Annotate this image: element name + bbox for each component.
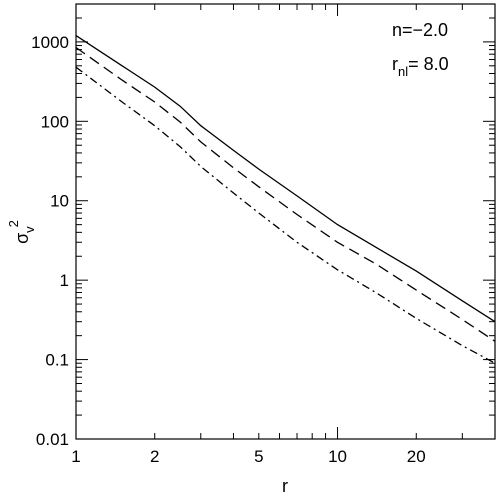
y-tick-label: 10: [50, 192, 69, 211]
annotation-rnl: rnl= 8.0: [392, 54, 449, 79]
y-axis-label-sup: 2: [6, 220, 21, 227]
x-axis-label: r: [282, 476, 288, 496]
x-tick-labels: 1 2 5 10 20: [71, 447, 425, 466]
annotation-rnl-value: = 8.0: [408, 54, 449, 74]
annotation-rnl-sub: nl: [398, 64, 408, 79]
annotation-rnl-base: r: [392, 54, 398, 74]
series-line-dashed: [75, 46, 496, 342]
series-line-dashdot: [75, 66, 496, 364]
x-tick-label: 5: [254, 447, 263, 466]
axis-ticks: [75, 3, 496, 440]
y-axis-label: σv2: [6, 220, 37, 244]
y-tick-label: 1: [60, 271, 69, 290]
y-tick-label: 0.1: [45, 351, 69, 370]
x-tick-label: 2: [150, 447, 159, 466]
x-tick-label: 20: [407, 447, 426, 466]
y-tick-label: 100: [41, 112, 69, 131]
series-lines: [75, 35, 496, 364]
series-line-solid: [75, 35, 496, 323]
y-axis-label-sub: v: [22, 226, 37, 233]
y-tick-label: 1000: [31, 33, 69, 52]
annotation-n: n=−2.0: [392, 20, 448, 40]
svg-text:σv2: σv2: [6, 220, 37, 244]
plot-frame: [75, 3, 496, 440]
x-tick-label: 1: [71, 447, 80, 466]
x-tick-label: 10: [328, 447, 347, 466]
y-tick-labels: 0.01 0.1 1 10 100 1000: [31, 33, 69, 449]
y-axis-label-base: σ: [12, 233, 32, 244]
y-tick-label: 0.01: [36, 430, 69, 449]
